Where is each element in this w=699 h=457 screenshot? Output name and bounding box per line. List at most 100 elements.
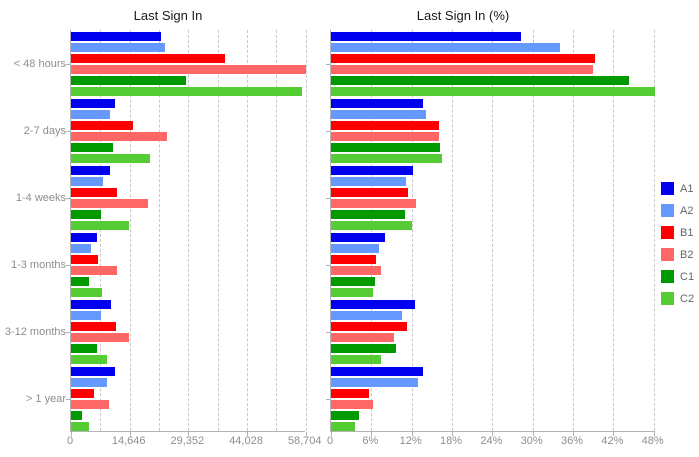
gridline <box>452 30 453 431</box>
x-axis-tick <box>613 432 615 436</box>
x-tick-label: 44,028 <box>229 435 263 447</box>
bar-B2-6 <box>331 400 374 409</box>
x-axis-tick <box>492 432 494 436</box>
bar-B1-6 <box>71 389 94 398</box>
gridline <box>573 30 575 431</box>
bar-C2-5 <box>331 355 381 364</box>
bar-A2-3 <box>331 177 407 186</box>
legend-swatch <box>661 182 674 195</box>
category-tick <box>326 264 330 266</box>
gridline <box>217 30 219 431</box>
bar-B2-3 <box>71 199 148 208</box>
bar-C2-3 <box>331 221 412 230</box>
category-tick <box>326 398 330 400</box>
bar-A1-1 <box>71 32 161 41</box>
bar-B2-6 <box>71 400 110 409</box>
x-tick-label: 36% <box>561 435 584 447</box>
legend-swatch <box>661 204 674 217</box>
legend-item-label: C1 <box>680 270 695 283</box>
bar-C2-4 <box>71 288 102 297</box>
bar-A1-5 <box>331 300 416 309</box>
bar-C1-5 <box>71 344 97 353</box>
bar-B1-1 <box>331 54 596 63</box>
bar-A1-5 <box>71 300 112 309</box>
legend-item: A2 <box>661 204 693 217</box>
bar-C1-1 <box>331 76 629 85</box>
bar-A1-4 <box>71 233 97 242</box>
bar-B2-5 <box>331 333 395 342</box>
gridline <box>532 30 534 431</box>
x-tick-label: 58,704 <box>287 435 322 447</box>
bar-A1-6 <box>71 367 115 376</box>
category-tick <box>326 331 330 333</box>
x-tick-label: 29,352 <box>170 435 205 447</box>
x-tick-label: 24% <box>480 435 503 447</box>
bar-B1-5 <box>71 322 116 331</box>
bar-C1-2 <box>331 143 440 152</box>
bar-A2-2 <box>331 110 426 119</box>
gridline <box>305 30 307 431</box>
bar-C1-3 <box>331 210 405 219</box>
legend-item-label: B2 <box>680 248 694 261</box>
x-axis-tick <box>573 432 575 436</box>
x-axis-labels-percent: 0 6% 12% 18% 24% 30% 36% 42% 48% <box>327 435 664 449</box>
x-axis-labels-absolute: 0 14,646 29,352 44,028 58,704 <box>66 435 322 449</box>
legend-swatch <box>661 270 674 283</box>
category-label: 1-4 weeks <box>15 191 66 204</box>
bar-A1-3 <box>71 166 111 175</box>
x-tick-label: 14,646 <box>111 435 146 447</box>
bar-B2-3 <box>331 199 416 208</box>
bar-A1-6 <box>331 367 424 376</box>
gridline <box>492 30 494 431</box>
category-tick <box>66 197 70 199</box>
x-tick-label: 0 <box>66 435 74 447</box>
bar-A2-4 <box>71 244 92 253</box>
category-tick <box>66 398 70 400</box>
category-label: > 1 year <box>25 392 66 405</box>
category-tick <box>66 130 70 132</box>
bar-C2-2 <box>331 154 442 163</box>
legend-item: C1 <box>661 270 694 283</box>
category-tick <box>326 197 330 199</box>
category-tick <box>66 331 70 333</box>
category-label: < 48 hours <box>13 57 66 70</box>
x-axis-tick <box>247 432 249 436</box>
legend-item-label: C2 <box>680 292 695 305</box>
category-label: 1-3 months <box>10 258 66 271</box>
bar-B2-5 <box>71 333 129 342</box>
bar-C2-1 <box>331 87 656 96</box>
bar-A2-3 <box>71 177 103 186</box>
legend-item: B2 <box>661 248 693 261</box>
gridline <box>371 30 373 431</box>
bar-A1-3 <box>331 166 414 175</box>
category-tick <box>326 130 330 132</box>
bar-C2-1 <box>71 87 302 96</box>
bar-A2-6 <box>331 378 418 387</box>
bar-A2-4 <box>331 244 379 253</box>
gridline <box>411 30 413 431</box>
bar-A2-5 <box>331 311 402 320</box>
bar-B2-2 <box>331 132 440 141</box>
bar-C1-6 <box>71 411 83 420</box>
bar-C1-4 <box>331 277 375 286</box>
chart-title-percent: Last Sign In (%) <box>416 8 510 23</box>
category-tick <box>326 63 330 65</box>
bar-C2-4 <box>331 288 373 297</box>
bar-A2-1 <box>331 43 560 52</box>
bar-B1-4 <box>331 255 377 264</box>
bar-B2-4 <box>331 266 381 275</box>
gridline <box>159 30 160 431</box>
x-axis-tick <box>411 432 413 436</box>
bar-B1-4 <box>71 255 99 264</box>
bar-C1-6 <box>331 411 360 420</box>
bar-B1-5 <box>331 322 407 331</box>
x-axis-tick <box>71 432 72 436</box>
bar-C1-3 <box>71 210 101 219</box>
legend-item: B1 <box>661 226 693 239</box>
plot-area-percent <box>326 30 656 436</box>
bar-C2-6 <box>71 422 89 431</box>
bar-B2-1 <box>331 65 593 74</box>
x-tick-label: 42% <box>601 435 624 447</box>
bar-A2-1 <box>71 43 166 52</box>
bar-B1-2 <box>331 121 439 130</box>
